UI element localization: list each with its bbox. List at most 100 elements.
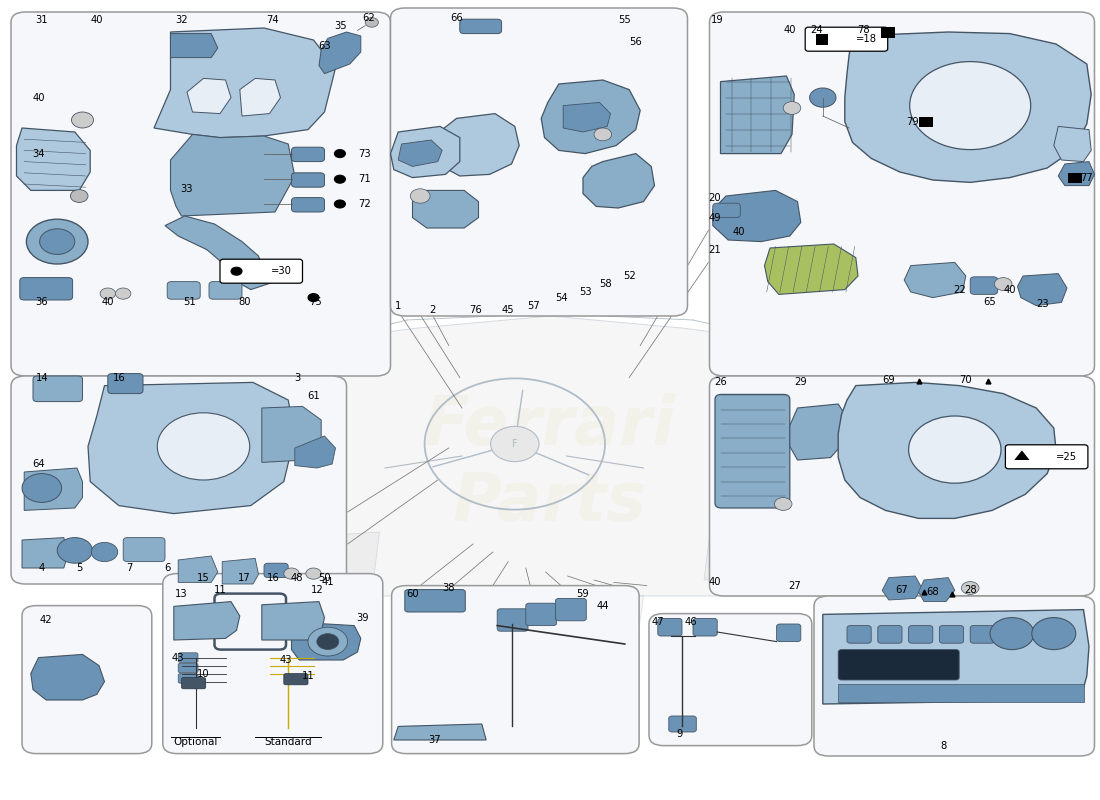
Text: 61: 61: [307, 391, 320, 401]
Circle shape: [317, 634, 339, 650]
Text: 57: 57: [527, 301, 540, 310]
Text: 51: 51: [183, 297, 196, 306]
Circle shape: [231, 267, 242, 275]
Polygon shape: [314, 532, 380, 580]
Text: 5: 5: [76, 563, 82, 573]
Text: 13: 13: [175, 589, 188, 598]
FancyBboxPatch shape: [970, 277, 998, 294]
Polygon shape: [1018, 274, 1067, 306]
FancyBboxPatch shape: [777, 624, 801, 642]
Text: 40: 40: [783, 25, 796, 34]
Text: 36: 36: [35, 297, 48, 306]
Polygon shape: [262, 602, 324, 640]
Polygon shape: [398, 140, 442, 166]
Polygon shape: [394, 724, 486, 740]
Bar: [816, 34, 828, 45]
Text: 68: 68: [926, 587, 939, 597]
Text: 7: 7: [126, 563, 133, 573]
Bar: [1068, 173, 1082, 183]
Text: 20: 20: [708, 194, 722, 203]
Circle shape: [57, 538, 92, 563]
Circle shape: [410, 189, 430, 203]
Text: 53: 53: [579, 287, 592, 297]
Polygon shape: [319, 32, 361, 74]
Circle shape: [1032, 618, 1076, 650]
Text: 37: 37: [428, 735, 441, 745]
Circle shape: [910, 62, 1031, 150]
FancyBboxPatch shape: [484, 628, 572, 676]
Text: 56: 56: [629, 37, 642, 46]
FancyBboxPatch shape: [838, 650, 959, 680]
Polygon shape: [541, 80, 640, 154]
Text: 29: 29: [794, 378, 807, 387]
Circle shape: [334, 150, 345, 158]
FancyBboxPatch shape: [292, 198, 324, 212]
Text: 40: 40: [733, 227, 746, 237]
FancyBboxPatch shape: [405, 590, 465, 612]
FancyBboxPatch shape: [715, 394, 790, 508]
FancyBboxPatch shape: [178, 674, 198, 683]
Text: 46: 46: [684, 618, 697, 627]
Text: Ferrari
Parts: Ferrari Parts: [424, 393, 676, 535]
Polygon shape: [390, 126, 460, 178]
Text: 33: 33: [180, 184, 194, 194]
FancyBboxPatch shape: [939, 626, 964, 643]
Circle shape: [26, 219, 88, 264]
Text: 43: 43: [279, 655, 293, 665]
Text: Standard: Standard: [264, 738, 312, 747]
FancyBboxPatch shape: [658, 618, 682, 636]
FancyBboxPatch shape: [178, 653, 198, 662]
Text: 78: 78: [857, 25, 870, 34]
Polygon shape: [187, 78, 231, 114]
FancyBboxPatch shape: [497, 609, 528, 631]
Text: 27: 27: [788, 581, 801, 590]
Text: 40: 40: [1003, 285, 1016, 294]
FancyBboxPatch shape: [220, 259, 302, 283]
Polygon shape: [438, 114, 519, 176]
Circle shape: [810, 88, 836, 107]
Bar: [918, 117, 933, 127]
Bar: [881, 27, 895, 38]
FancyBboxPatch shape: [649, 614, 812, 746]
Text: 43: 43: [172, 653, 185, 662]
Polygon shape: [713, 190, 801, 242]
Text: 75: 75: [309, 297, 322, 306]
Circle shape: [774, 498, 792, 510]
FancyBboxPatch shape: [292, 173, 324, 187]
Text: 22: 22: [953, 285, 966, 294]
Text: 38: 38: [442, 583, 455, 593]
Text: 73: 73: [359, 149, 371, 158]
Polygon shape: [790, 404, 847, 460]
Text: 16: 16: [112, 374, 125, 383]
Text: 49: 49: [708, 213, 722, 222]
FancyBboxPatch shape: [33, 376, 82, 402]
FancyBboxPatch shape: [284, 674, 308, 685]
FancyBboxPatch shape: [182, 678, 206, 689]
Polygon shape: [583, 154, 654, 208]
FancyBboxPatch shape: [710, 12, 1094, 376]
Polygon shape: [904, 262, 966, 298]
Text: 32: 32: [175, 15, 188, 25]
Text: 23: 23: [1036, 299, 1049, 309]
Polygon shape: [918, 578, 955, 602]
Circle shape: [491, 426, 539, 462]
Circle shape: [22, 474, 62, 502]
Text: 74: 74: [266, 15, 279, 25]
Polygon shape: [240, 78, 280, 116]
Text: 59: 59: [576, 589, 590, 598]
Text: 19: 19: [711, 15, 724, 25]
Circle shape: [365, 18, 378, 27]
Text: =30: =30: [271, 266, 292, 276]
FancyBboxPatch shape: [167, 282, 200, 299]
Circle shape: [40, 229, 75, 254]
Polygon shape: [174, 602, 240, 640]
Polygon shape: [16, 128, 90, 190]
Text: 48: 48: [290, 573, 304, 582]
Text: =18: =18: [856, 34, 877, 44]
FancyBboxPatch shape: [11, 12, 390, 376]
Text: 47: 47: [651, 618, 664, 627]
Polygon shape: [838, 382, 1056, 518]
Text: 79: 79: [906, 117, 920, 126]
Text: 40: 40: [101, 297, 114, 306]
Polygon shape: [88, 382, 295, 514]
